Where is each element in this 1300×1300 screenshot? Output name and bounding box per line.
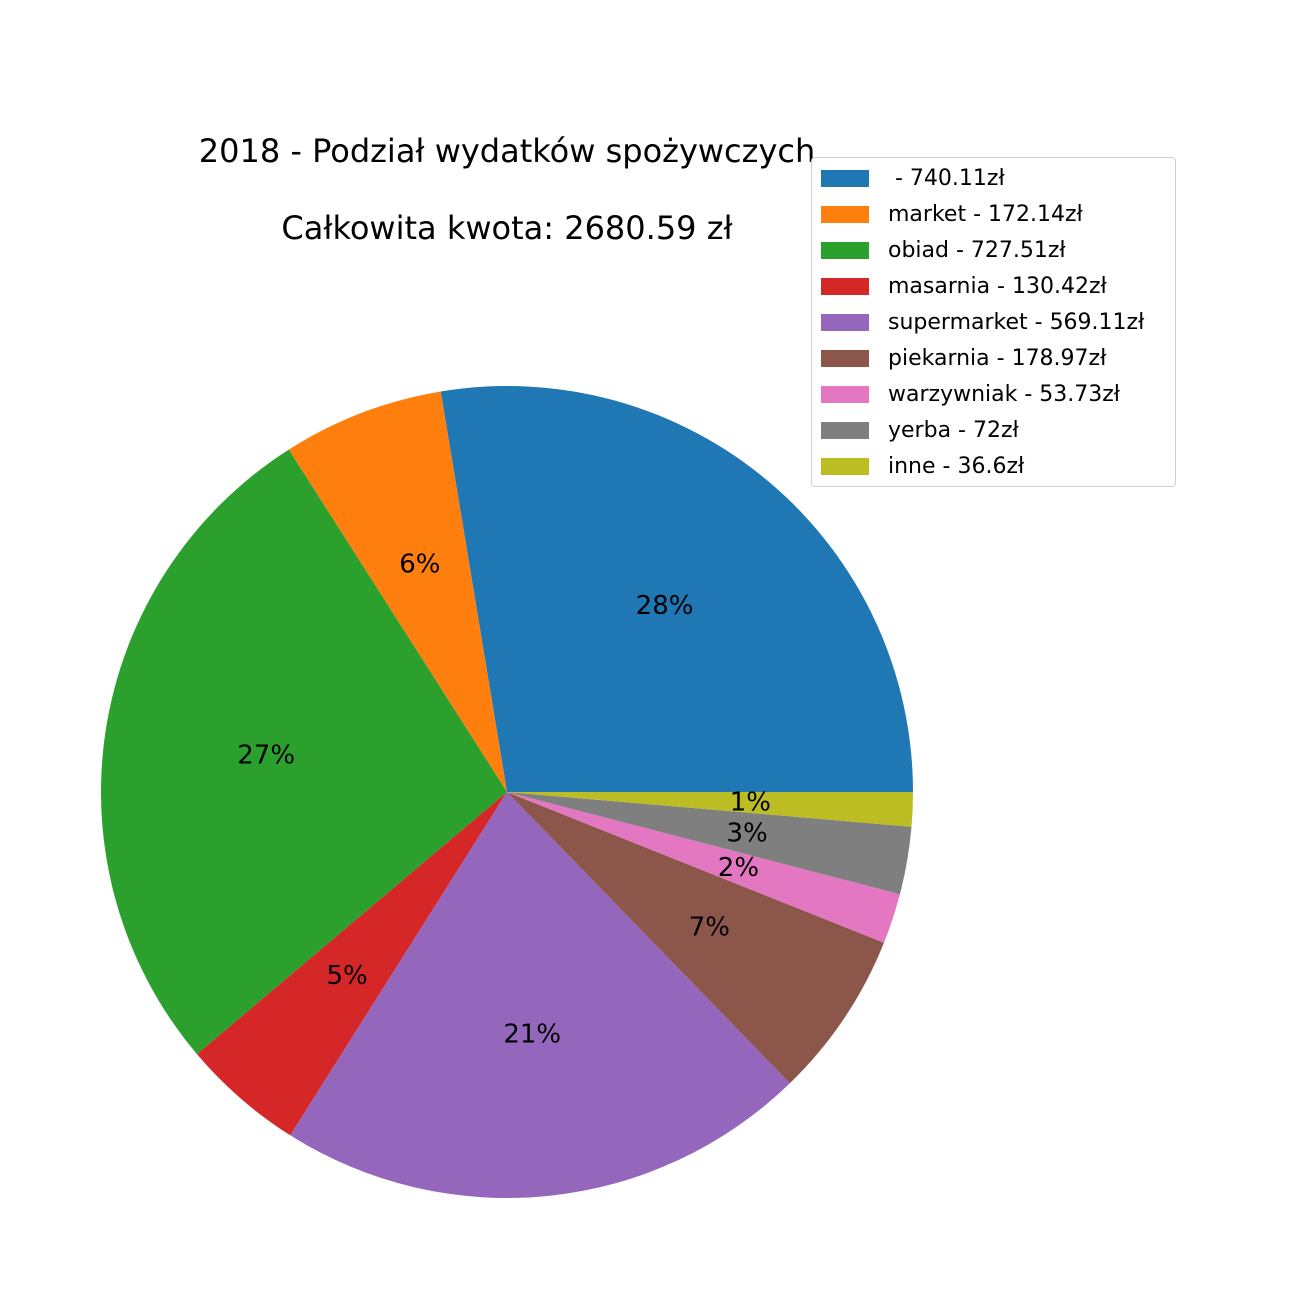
legend-swatch (821, 385, 869, 403)
chart-title: 2018 - Podział wydatków spożywczych (198, 132, 816, 170)
pie-slice-pct-label-3: 5% (326, 961, 367, 991)
legend-item-4: supermarket - 569.11zł (821, 308, 1144, 336)
legend-item-1: market - 172.14zł (821, 200, 1083, 228)
pie-slice-1 (288, 391, 507, 792)
legend-label: masarnia - 130.42zł (888, 273, 1107, 299)
pie-slice-pct-label-0: 28% (636, 591, 694, 621)
pie-slice-pct-label-6: 2% (718, 853, 759, 883)
legend-item-8: inne - 36.6zł (821, 452, 1024, 480)
legend-item-7: yerba - 72zł (821, 416, 1019, 444)
pie-slice-6 (507, 792, 900, 943)
pie-slice-3 (196, 792, 508, 1136)
pie-slice-4 (290, 792, 790, 1198)
legend-label: warzywniak - 53.73zł (888, 381, 1121, 407)
legend-swatch (821, 241, 869, 259)
pie-slice-pct-label-1: 6% (399, 550, 440, 580)
legend-swatch (821, 349, 869, 367)
legend-item-5: piekarnia - 178.97zł (821, 344, 1106, 372)
legend-item-6: warzywniak - 53.73zł (821, 380, 1120, 408)
legend-label: - 740.11zł (888, 165, 1005, 191)
legend-label: inne - 36.6zł (888, 453, 1025, 479)
pie-slice-2 (101, 449, 507, 1055)
pie-slice-0 (440, 385, 913, 792)
legend-swatch (821, 277, 869, 295)
legend-swatch (821, 205, 869, 223)
legend-item-2: obiad - 727.51zł (821, 236, 1066, 264)
legend-swatch (821, 169, 869, 187)
chart-subtitle: Całkowita kwota: 2680.59 zł (281, 209, 733, 247)
legend-label: yerba - 72zł (888, 417, 1019, 443)
pie-slice-pct-label-7: 3% (726, 818, 767, 848)
legend-swatch (821, 313, 869, 331)
pie-slice-pct-label-8: 1% (730, 787, 771, 817)
pie-slice-pct-label-2: 27% (237, 740, 295, 770)
pie-slice-pct-label-5: 7% (689, 913, 730, 943)
legend-item-0: - 740.11zł (821, 164, 1005, 192)
pie-slice-pct-label-4: 21% (503, 1019, 561, 1049)
legend-swatch (821, 421, 869, 439)
legend: - 740.11zł market - 172.14zł obiad - 727.5… (811, 157, 1176, 487)
legend-swatch (821, 457, 869, 475)
legend-label: obiad - 727.51zł (888, 237, 1066, 263)
pie-slice-8 (507, 792, 913, 827)
legend-label: market - 172.14zł (888, 201, 1083, 227)
legend-item-3: masarnia - 130.42zł (821, 272, 1107, 300)
legend-label: piekarnia - 178.97zł (888, 345, 1107, 371)
pie-slice-5 (507, 792, 884, 1084)
legend-label: supermarket - 569.11zł (888, 309, 1145, 335)
pie-slice-7 (507, 792, 912, 895)
